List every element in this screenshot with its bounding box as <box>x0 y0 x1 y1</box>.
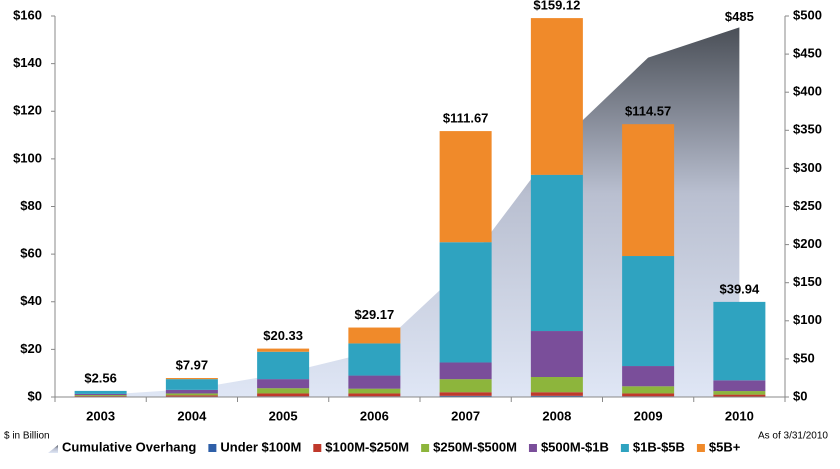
bar-segment <box>348 327 401 344</box>
x-tick-label: 2010 <box>725 408 754 423</box>
x-tick-label: 2007 <box>451 408 480 423</box>
y2-tick-label: $100 <box>793 312 822 327</box>
bar-segment <box>530 395 583 397</box>
bar-segment <box>530 18 583 175</box>
bar-segment <box>713 394 766 397</box>
bar-segment <box>257 379 310 389</box>
bar-segment <box>439 131 492 243</box>
y2-tick-label: $500 <box>793 7 822 22</box>
legend-marker <box>421 444 430 452</box>
bar-segment <box>439 242 492 363</box>
y-tick-label: $60 <box>20 246 42 261</box>
total-label: $7.97 <box>176 357 209 372</box>
bar-segment <box>257 351 310 380</box>
bar-segment <box>439 395 492 397</box>
bar-segment <box>74 390 127 394</box>
total-label: $29.17 <box>354 307 394 322</box>
legend-label: $250M-$500M <box>433 439 517 454</box>
legend-marker <box>313 444 322 452</box>
x-tick-label: 2006 <box>360 408 389 423</box>
y-axis-note: $ in Billion <box>4 431 50 442</box>
legend-label: Cumulative Overhang <box>62 439 196 454</box>
bar-segment <box>348 375 401 389</box>
y-tick-label: $0 <box>28 388 42 403</box>
y2-tick-label: $0 <box>793 388 807 403</box>
total-label: $39.94 <box>719 281 760 296</box>
legend-label: $100M-$250M <box>325 439 409 454</box>
y2-tick-label: $50 <box>793 350 815 365</box>
legend-marker <box>696 444 705 452</box>
total-label: $114.57 <box>625 104 671 119</box>
total-label: $20.33 <box>263 328 303 343</box>
y-tick-label: $20 <box>20 341 42 356</box>
bar-segment <box>348 393 401 397</box>
y-tick-label: $120 <box>13 103 42 118</box>
bar-segment <box>165 395 218 397</box>
total-label: $2.56 <box>84 370 117 385</box>
total-label: $159.12 <box>533 0 580 13</box>
legend-marker <box>620 444 629 452</box>
total-label: $111.67 <box>443 111 489 126</box>
bar-segment <box>713 301 766 381</box>
y2-tick-label: $300 <box>793 160 822 175</box>
bar-segment <box>530 376 583 393</box>
x-tick-label: 2009 <box>634 408 663 423</box>
bar-segment <box>348 388 401 394</box>
bar-segment <box>439 362 492 380</box>
bar-segment <box>713 380 766 392</box>
y-tick-label: $140 <box>13 55 42 70</box>
bar-segment <box>165 389 218 394</box>
legend-marker <box>528 444 537 452</box>
bar-segment <box>530 174 583 332</box>
legend-label: Under $100M <box>220 439 301 454</box>
bar-segment <box>74 396 127 397</box>
bar-segment <box>165 379 218 390</box>
area-value-label: $485 <box>725 9 754 24</box>
bar-segment <box>530 331 583 377</box>
bar-segment <box>530 392 583 396</box>
bar-segment <box>74 393 127 396</box>
legend-marker <box>208 444 217 452</box>
x-tick-label: 2008 <box>542 408 571 423</box>
legend-label: $5B+ <box>709 439 741 454</box>
y-tick-label: $100 <box>13 150 42 165</box>
x-tick-label: 2004 <box>177 408 207 423</box>
y-tick-label: $40 <box>20 293 42 308</box>
bar-segment <box>165 378 218 380</box>
legend-marker <box>48 445 58 453</box>
bar-segment <box>439 392 492 396</box>
legend-label: $1B-$5B <box>633 439 685 454</box>
bar-segment <box>713 391 766 395</box>
bar-segment <box>622 386 675 394</box>
y2-tick-label: $200 <box>793 236 822 251</box>
bar-segment <box>257 388 310 394</box>
y-tick-label: $80 <box>20 198 42 213</box>
y-tick-label: $160 <box>13 7 42 22</box>
bar-segment <box>348 343 401 376</box>
bar-segment <box>74 395 127 397</box>
bar-segment <box>257 348 310 352</box>
bar-segment <box>622 393 675 397</box>
bar-segment <box>165 393 218 396</box>
y2-tick-label: $150 <box>793 274 822 289</box>
y2-tick-label: $350 <box>793 122 822 137</box>
y2-tick-label: $400 <box>793 84 822 99</box>
y2-tick-label: $250 <box>793 198 822 213</box>
legend-label: $500M-$1B <box>541 439 609 454</box>
bar-segment <box>622 124 675 257</box>
bar-segment <box>439 379 492 393</box>
bar-segment <box>257 393 310 397</box>
bar-segment <box>622 256 675 367</box>
x-tick-label: 2003 <box>86 408 115 423</box>
date-note: As of 3/31/2010 <box>758 431 828 442</box>
y2-tick-label: $450 <box>793 46 822 61</box>
x-tick-label: 2005 <box>269 408 298 423</box>
bar-segment <box>622 366 675 387</box>
